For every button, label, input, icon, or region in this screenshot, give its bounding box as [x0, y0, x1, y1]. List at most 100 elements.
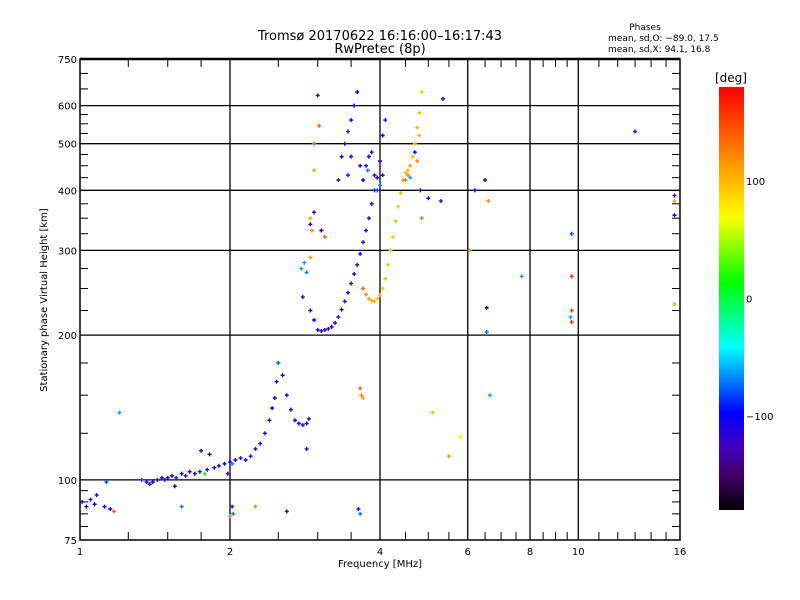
data-point	[352, 103, 357, 108]
data-point	[364, 292, 369, 297]
data-point	[391, 234, 396, 239]
data-point	[361, 396, 366, 401]
data-point	[274, 379, 279, 384]
x-tick-label: 4	[377, 547, 383, 558]
data-point	[333, 320, 338, 325]
data-point	[296, 421, 301, 426]
data-point	[568, 315, 573, 320]
data-point	[183, 473, 188, 478]
data-point	[284, 509, 289, 514]
data-point	[378, 183, 382, 188]
data-point	[84, 504, 89, 509]
data-point	[94, 493, 99, 498]
data-point	[418, 188, 423, 193]
chart-title: Tromsø 20170622 16:16:00–16:17:43	[257, 29, 502, 44]
data-point	[472, 188, 477, 193]
data-point	[366, 296, 371, 301]
data-point	[304, 421, 309, 426]
data-point	[355, 90, 360, 95]
data-point	[187, 469, 192, 474]
data-point	[339, 154, 344, 159]
data-point	[366, 154, 371, 159]
data-point	[342, 141, 347, 146]
data-point	[155, 477, 160, 482]
data-point	[375, 296, 380, 301]
data-point	[304, 446, 309, 451]
data-point	[162, 477, 167, 482]
data-point	[111, 509, 116, 514]
data-point	[403, 178, 408, 183]
info-box-line-o: mean, sd,O: −89.0, 17.5	[608, 34, 719, 44]
data-point	[230, 504, 235, 509]
data-point	[364, 228, 369, 233]
data-point	[312, 318, 317, 323]
data-point	[117, 410, 122, 415]
data-point	[170, 473, 175, 478]
data-point	[569, 308, 574, 313]
info-box: Phases mean, sd,O: −89.0, 17.5 mean, sd,…	[608, 23, 719, 55]
data-point	[312, 210, 317, 215]
data-point	[319, 328, 324, 333]
data-point	[438, 199, 443, 204]
x-tick-label: 8	[527, 547, 533, 558]
data-point	[308, 255, 313, 260]
data-point	[356, 506, 361, 511]
data-point	[317, 123, 322, 128]
data-point	[412, 150, 417, 155]
data-point	[315, 327, 320, 332]
data-point	[144, 480, 149, 485]
data-point	[284, 393, 289, 398]
y-tick-label: 100	[58, 476, 77, 487]
data-point	[228, 459, 232, 464]
data-point	[361, 240, 366, 245]
data-point	[417, 133, 422, 138]
y-tick-label: 600	[58, 102, 77, 113]
data-point	[361, 178, 366, 183]
data-point	[308, 308, 313, 313]
data-point	[319, 228, 324, 233]
data-point	[159, 475, 164, 480]
data-point	[372, 173, 377, 178]
data-point	[375, 175, 380, 180]
y-tick-label: 200	[58, 331, 77, 342]
data-point	[405, 173, 410, 178]
data-point	[378, 159, 382, 164]
data-point	[322, 327, 327, 332]
data-point	[488, 393, 493, 398]
data-point	[355, 262, 360, 267]
data-point	[299, 266, 304, 271]
data-point	[345, 129, 350, 134]
data-point	[569, 319, 574, 324]
data-point	[345, 290, 350, 295]
colorbar-gradient	[719, 87, 744, 510]
data-point	[372, 299, 377, 304]
series-scattered-echoes	[356, 96, 677, 516]
data-point	[165, 475, 170, 480]
data-point	[342, 299, 347, 304]
data-point	[243, 457, 248, 462]
data-point	[238, 456, 243, 461]
data-point	[150, 480, 155, 485]
data-point	[270, 406, 275, 411]
data-point	[380, 286, 385, 291]
data-point	[380, 173, 385, 178]
data-point	[380, 133, 385, 138]
data-point	[349, 118, 354, 123]
data-point	[272, 396, 277, 401]
y-tick-label: 500	[58, 140, 77, 151]
x-tick-label: 1	[77, 547, 83, 558]
data-point	[672, 302, 677, 307]
data-point	[369, 298, 374, 303]
data-point	[205, 467, 210, 472]
axis-ticks	[80, 59, 680, 540]
data-point	[326, 326, 331, 331]
data-point	[388, 248, 393, 253]
data-point	[398, 190, 403, 195]
data-point	[216, 463, 221, 468]
series-o-mode-f-trace	[299, 90, 388, 333]
data-point	[102, 504, 107, 509]
data-point	[192, 471, 197, 476]
data-point	[104, 480, 109, 485]
data-point	[172, 484, 177, 489]
